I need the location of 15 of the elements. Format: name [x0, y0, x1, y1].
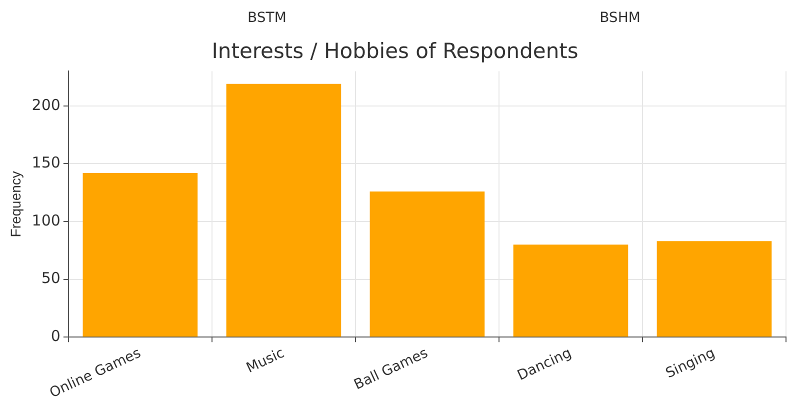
bar	[370, 191, 485, 337]
text: BSTM	[248, 10, 286, 26]
y-tick-label: 200	[32, 96, 60, 114]
y-tick-label: 50	[41, 269, 60, 288]
text: BSHM	[600, 10, 640, 26]
y-axis-title: Frequency	[7, 171, 24, 238]
y-tick-label: 0	[50, 327, 60, 346]
x-tick-label: Music	[244, 345, 287, 376]
y-tick-label: 150	[32, 154, 60, 172]
bar	[656, 241, 772, 337]
bar	[513, 244, 628, 337]
bar	[82, 172, 198, 337]
y-tick-label: 100	[32, 211, 60, 230]
bar	[226, 84, 342, 337]
chart-title: Interests / Hobbies of Respondents	[212, 39, 578, 64]
